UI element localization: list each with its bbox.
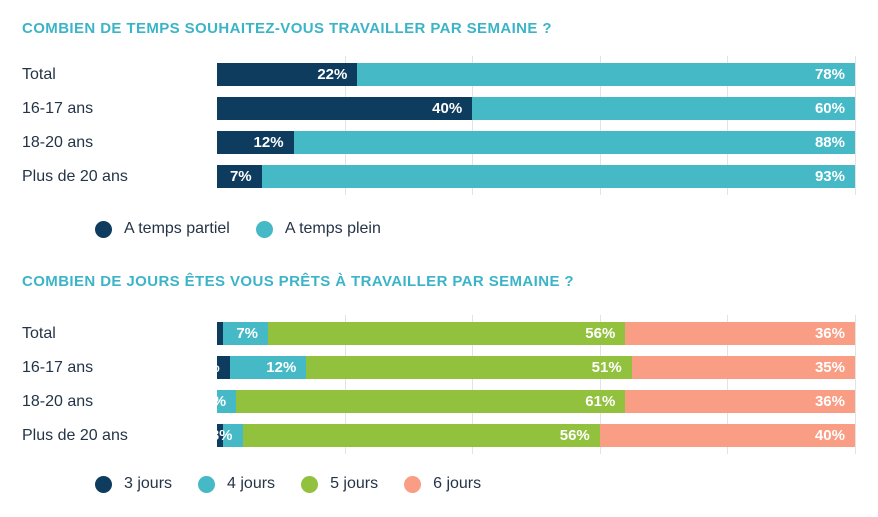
stacked-bar-chart: Total 1% 7% 56% 36% 16-17 ans 2% 12% 51% 35% 18-20… [22,315,856,454]
legend-item-a-temps-partiel: A temps partiel [95,220,230,238]
bar-value-label: 3% [217,393,236,410]
bar-segment-6-jours: 36% [625,390,855,413]
category-label: Plus de 20 ans [22,426,128,444]
category-label: Total [22,65,56,83]
bar-value-label: 22% [317,66,348,83]
legend-item-a-temps-plein: A temps plein [255,220,381,238]
chart-row-16-17-ans: 16-17 ans 2% 12% 51% 35% [22,356,855,379]
bar-segment-6-jours: 40% [599,424,855,447]
bar-segment-a-temps-partiel: 12% [217,131,294,154]
chart-row-total: Total 1% 7% 56% 36% [22,322,855,345]
bar-segment-4-jours: 3% [217,390,237,413]
bar-segment-5-jours: 51% [306,356,632,379]
bar-value-label: 7% [229,168,252,185]
bar-value-label: 56% [585,325,616,342]
bar-segment-6-jours: 36% [625,322,855,345]
legend-label: 6 jours [433,475,482,492]
category-label: 16-17 ans [22,358,94,376]
category-label: Plus de 20 ans [22,167,128,185]
category-label: 16-17 ans [22,99,94,117]
chart-row-total: Total 22% 78% [22,63,855,86]
legend-dot [198,475,216,493]
bar-value-label: 36% [814,325,845,342]
bar-stack: 1%3% 56% 40% [217,424,855,447]
chart-row-18-20-ans: 18-20 ans 12% 88% [22,131,855,154]
bar-stack: 12% 88% [217,131,855,154]
chart-rows: Total 22% 78% 16-17 ans 40% 60% 18-20 ans 12% 88… [22,63,855,188]
bar-segment-6-jours: 35% [631,356,855,379]
bar-value-label: 78% [814,66,845,83]
gridline [855,56,856,195]
bar-value-label: 7% [236,325,259,342]
bar-segment-a-temps-partiel: 7% [217,165,262,188]
legend-item-4-jours: 4 jours [198,475,275,493]
legend-dot [95,220,112,238]
legend-item-6-jours: 6 jours [404,475,481,493]
bar-value-label: 93% [814,168,845,185]
category-label: Total [22,324,56,342]
gridline [855,315,856,454]
bar-value-label: 40% [814,427,845,444]
bar-stack: 40% 60% [217,97,855,120]
bar-value-label: 36% [814,393,845,410]
bar-segment-4-jours: 12% [229,356,307,379]
legend-label: 3 jours [124,475,173,492]
bar-value-label: 88% [814,134,845,151]
bar-segment-5-jours: 56% [268,322,626,345]
bar-segment-4-jours: 7% [223,322,269,345]
category-label: 18-20 ans [22,133,94,151]
bar-stack: 22% 78% [217,63,855,86]
chart-legend: 3 jours 4 jours 5 jours 6 jours [22,475,855,493]
bar-value-label: 40% [432,100,463,117]
bar-segment-a-temps-plein: 93% [261,165,855,188]
chart-section-work-days: COMBIEN DE JOURS ÊTES VOUS PRÊTS À TRAVA… [22,273,856,493]
legend-label: 4 jours [227,475,276,492]
chart-section-work-time: COMBIEN DE TEMPS SOUHAITEZ-VOUS TRAVAILL… [22,20,856,238]
legend-dot [95,475,112,493]
stacked-bar-chart: Total 22% 78% 16-17 ans 40% 60% 18-20 ans 12% 88… [22,56,856,195]
legend-dot [404,475,422,493]
legend-label: 5 jours [330,475,379,492]
bar-stack: 2% 12% 51% 35% [217,356,855,379]
bar-value-label: 35% [814,359,845,376]
chart-title: COMBIEN DE JOURS ÊTES VOUS PRÊTS À TRAVA… [22,273,574,290]
legend-item-5-jours: 5 jours [301,475,378,493]
bar-value-label: 56% [559,427,590,444]
legend-item-3-jours: 3 jours [95,475,172,493]
chart-title: COMBIEN DE TEMPS SOUHAITEZ-VOUS TRAVAILL… [22,20,552,37]
bar-segment-a-temps-plein: 88% [293,131,855,154]
chart-legend: A temps partiel A temps plein [22,220,855,238]
bar-segment-a-temps-partiel: 40% [217,97,473,120]
legend-label: A temps partiel [124,220,230,237]
chart-row-plus-de-20-ans: Plus de 20 ans 1%3% 56% 40% [22,424,855,447]
bar-segment-a-temps-partiel: 22% [217,63,358,86]
bar-stack: 0%3%61%36% [217,390,855,413]
bar-stack: 7% 93% [217,165,855,188]
bar-segment-3-jours: 1% [217,322,224,345]
legend-dot [255,220,273,238]
category-label: 18-20 ans [22,392,94,410]
bar-value-label: 12% [266,359,297,376]
chart-row-plus-de-20-ans: Plus de 20 ans 7% 93% [22,165,855,188]
bar-segment-a-temps-plein: 78% [357,63,855,86]
bar-segment-3-jours: 1% [217,424,224,447]
bar-value-label: 2% [217,359,230,376]
bar-segment-4-jours: 3% [217,424,243,447]
bar-stack: 1% 7% 56% 36% [217,322,855,345]
chart-row-18-20-ans: 18-20 ans0%3%61%36% [22,390,855,413]
bar-segment-a-temps-plein: 60% [472,97,855,120]
bar-segment-5-jours: 61% [236,390,626,413]
legend-label: A temps plein [284,220,381,237]
legend-dot [301,475,319,493]
chart-rows: Total 1% 7% 56% 36% 16-17 ans 2% 12% 51% 35% 18-20… [22,322,855,447]
bar-segment-5-jours: 56% [242,424,600,447]
bar-segment-3-jours: 2% [217,356,230,379]
bar-value-label: 60% [814,100,845,117]
bar-value-label: 51% [591,359,622,376]
bar-value-label: 12% [253,134,284,151]
bar-value-label: 3% [217,427,233,444]
chart-row-16-17-ans: 16-17 ans 40% 60% [22,97,855,120]
bar-value-label: 61% [585,393,616,410]
